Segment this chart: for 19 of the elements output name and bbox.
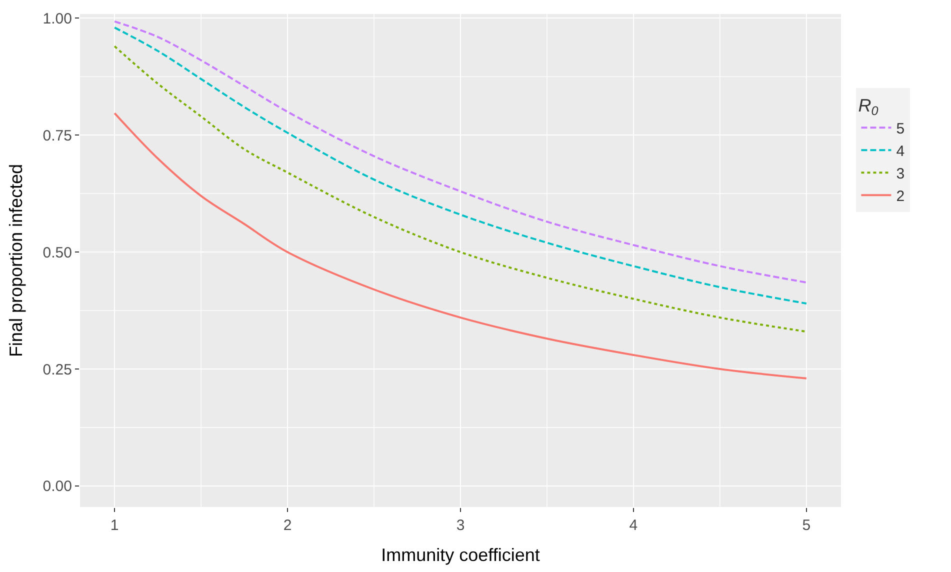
x-tick-label: 3	[456, 517, 465, 534]
x-tick-label: 1	[110, 517, 119, 534]
x-tick-label: 4	[629, 517, 638, 534]
legend-label: 5	[896, 120, 905, 138]
y-tick-label: 1.00	[42, 10, 72, 28]
x-tick-label: 2	[283, 517, 292, 534]
legend-label: 3	[896, 165, 905, 182]
x-axis-title: Immunity coefficient	[381, 545, 540, 566]
y-axis-title: Final proportion infected	[6, 164, 26, 358]
y-tick-label: 0.00	[42, 478, 72, 496]
line-series	[114, 45, 808, 333]
line-series	[114, 112, 808, 380]
y-tick-label: 0.75	[42, 127, 72, 144]
y-tick-label: 0.50	[42, 244, 72, 262]
x-tick-label: 5	[802, 517, 811, 534]
legend-label: 4	[896, 142, 905, 160]
y-tick-label: 0.25	[42, 361, 72, 378]
legend-label: 2	[896, 188, 905, 205]
legend-title: R$_{0}$	[858, 95, 878, 118]
